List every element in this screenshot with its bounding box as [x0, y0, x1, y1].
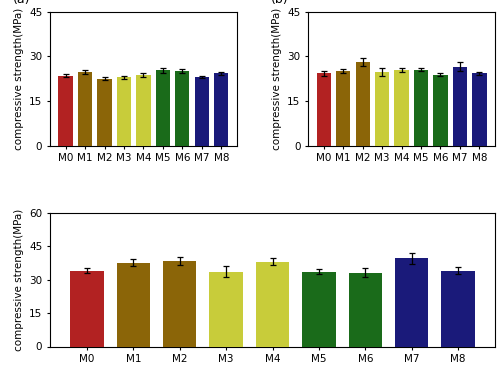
- Bar: [176, 71, 190, 146]
- Bar: [453, 67, 467, 146]
- Bar: [395, 258, 428, 346]
- Text: (a): (a): [12, 0, 30, 6]
- Y-axis label: compressive strength(MPa): compressive strength(MPa): [14, 208, 24, 351]
- Y-axis label: compressive strength(MPa): compressive strength(MPa): [14, 7, 24, 150]
- Bar: [356, 62, 370, 146]
- Bar: [375, 72, 389, 146]
- Bar: [302, 272, 336, 346]
- Text: (b): (b): [270, 0, 288, 6]
- Bar: [414, 70, 428, 146]
- Bar: [210, 272, 243, 346]
- Bar: [70, 271, 103, 346]
- Bar: [434, 75, 448, 146]
- Bar: [136, 75, 150, 146]
- Bar: [156, 70, 170, 146]
- Bar: [472, 74, 486, 146]
- Bar: [348, 273, 382, 346]
- Bar: [442, 271, 475, 346]
- Bar: [336, 71, 350, 146]
- Bar: [214, 74, 228, 146]
- Bar: [78, 72, 92, 146]
- Bar: [117, 77, 131, 146]
- Bar: [195, 77, 209, 146]
- Y-axis label: compressive strength(MPa): compressive strength(MPa): [272, 7, 281, 150]
- Bar: [116, 263, 150, 346]
- Bar: [163, 261, 196, 346]
- Bar: [256, 262, 289, 346]
- Bar: [394, 70, 408, 146]
- Bar: [58, 75, 72, 146]
- Bar: [98, 79, 112, 146]
- Bar: [316, 74, 330, 146]
